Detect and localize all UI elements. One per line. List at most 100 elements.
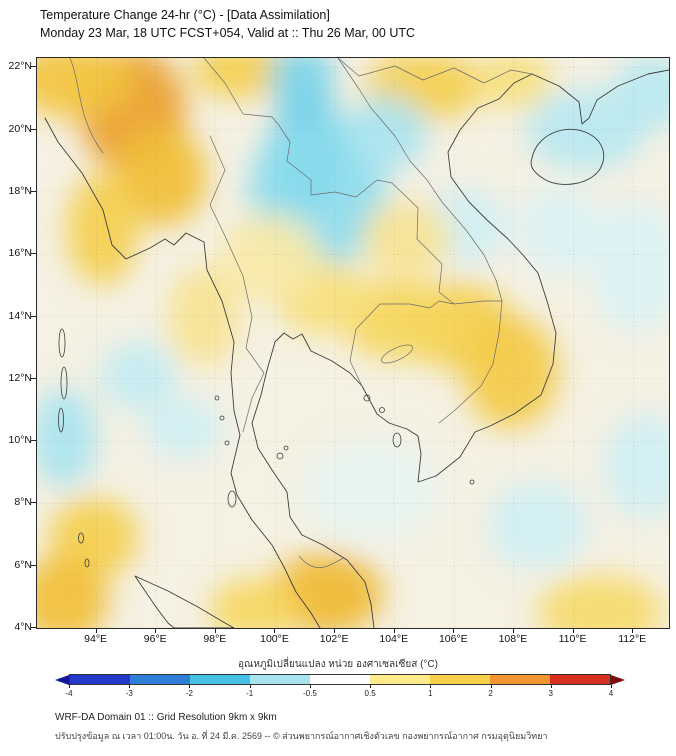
colorbar-segment: [490, 675, 550, 684]
anomaly-blob: [117, 126, 207, 227]
footer-domain-info: WRF-DA Domain 01 :: Grid Resolution 9km …: [55, 712, 277, 723]
hainan-island: [530, 128, 605, 185]
islands: [58, 328, 475, 568]
colorbar-tick-mark: [69, 685, 70, 688]
anomaly-blob: [168, 266, 240, 367]
lon-tick-mark: [214, 628, 216, 633]
map-panel: [36, 57, 670, 629]
anomaly-blob: [516, 185, 601, 273]
lat-tick-label: 14°N: [8, 309, 32, 322]
colorbar-segment: [250, 675, 310, 684]
anomaly-blob: [302, 441, 440, 541]
anomaly-blob: [463, 316, 559, 429]
lon-tick-label: 102°E: [319, 633, 349, 645]
footer-update-info: ปรับปรุงข้อมูล ณ เวลา 01:00น. วัน อ. ที่…: [55, 731, 548, 741]
anomaly-blob: [591, 201, 669, 333]
colorbar-segment: [550, 675, 610, 684]
lat-tick-label: 8°N: [14, 496, 32, 509]
lon-tick-label: 108°E: [498, 633, 528, 645]
lon-tick-label: 104°E: [379, 633, 409, 645]
colorbar-tick-mark: [189, 685, 191, 688]
lat-tick-mark: [31, 627, 36, 628]
colorbar-tick-value: 1: [428, 689, 433, 698]
page-title: Temperature Change 24-hr (°C) - [Data As…: [40, 8, 330, 22]
anomaly-blob: [209, 578, 300, 628]
anomaly-blob: [144, 397, 222, 460]
lat-tick-mark: [31, 128, 36, 130]
anomaly-blob: [37, 556, 109, 628]
map-gridlines: [37, 58, 669, 628]
colorbar-tick-mark: [129, 685, 131, 688]
colorbar-segment: [370, 675, 430, 684]
colorbar-tick-value: -3: [125, 689, 133, 698]
colorbar-tick-mark: [611, 685, 612, 688]
lon-tick-label: 94°E: [84, 633, 108, 645]
colorbar-segment: [130, 675, 190, 684]
lat-tick-label: 18°N: [8, 184, 32, 197]
lat-tick-label: 4°N: [14, 621, 32, 633]
anomaly-blob: [361, 201, 452, 277]
lon-tick-mark: [453, 628, 455, 633]
colorbar-tick-value: 2: [488, 689, 493, 698]
colorbar-tick-value: 3: [548, 689, 553, 698]
lon-tick-label: 100°E: [260, 633, 289, 645]
colorbar-tick-mark: [430, 685, 432, 688]
lat-tick-mark: [31, 190, 36, 192]
colorbar-segment: [310, 675, 370, 684]
colorbar-segment: [70, 675, 130, 684]
colorbar-tick-mark: [309, 685, 311, 688]
lon-tick-label: 112°E: [618, 633, 647, 645]
colorbar-segment: [190, 675, 250, 684]
anomaly-blob: [37, 58, 133, 118]
colorbar-tick-value: -0.5: [302, 689, 317, 698]
colorbar-tick-value: -2: [185, 689, 193, 698]
colorbar-right-arrow: [611, 674, 625, 685]
colorbar-tick-value: 0.5: [364, 689, 376, 698]
anomaly-blob: [537, 575, 664, 628]
anomaly-blob: [99, 341, 178, 410]
anomaly-blob: [487, 481, 589, 569]
colorbar-tick-value: -1: [246, 689, 254, 698]
colorbar-tick-mark: [249, 685, 251, 688]
lat-tick-mark: [31, 315, 36, 317]
lat-tick-mark: [31, 440, 36, 442]
lat-tick-mark: [31, 253, 36, 255]
lon-tick-mark: [632, 628, 634, 633]
lon-tick-label: 96°E: [143, 633, 167, 645]
colorbar-label: อุณหภูมิเปลี่ยนแปลง หน่วย องศาเซลเซียส (…: [238, 659, 438, 670]
lat-tick-label: 20°N: [8, 122, 32, 135]
lon-tick-mark: [95, 628, 97, 633]
country-borders: [69, 58, 533, 568]
lat-tick-mark: [31, 66, 36, 68]
colorbar-tick-mark: [550, 685, 552, 688]
lon-tick-label: 110°E: [558, 633, 587, 645]
anomaly-blob: [603, 413, 669, 519]
lon-tick-mark: [512, 628, 514, 633]
phuket-island: [227, 490, 237, 508]
lat-tick-label: 22°N: [8, 60, 32, 73]
lon-tick-mark: [393, 628, 395, 633]
anomaly-blob: [37, 388, 97, 488]
anomaly-blob: [192, 58, 288, 99]
sumatra-coast: [134, 575, 235, 628]
colorbar: [55, 674, 625, 685]
anomaly-blob: [218, 213, 321, 301]
lon-tick-label: 106°E: [438, 633, 468, 645]
lon-tick-mark: [155, 628, 157, 633]
page-subtitle: Monday 23 Mar, 18 UTC FCST+054, Valid at…: [40, 26, 416, 40]
colorbar-tick-value: 4: [608, 689, 614, 698]
anomaly-blob: [612, 58, 669, 130]
lon-tick-mark: [572, 628, 574, 633]
lat-tick-mark: [31, 377, 36, 379]
lon-tick-mark: [274, 628, 276, 633]
colorbar-tick-value: -4: [65, 689, 73, 698]
colorbar-tick-mark: [370, 685, 372, 688]
temperature-anomaly-field: [37, 58, 669, 628]
colorbar-left-arrow: [55, 674, 69, 685]
colorbar-segment: [430, 675, 490, 684]
anomaly-blob: [66, 173, 139, 286]
lat-tick-mark: [31, 502, 36, 504]
anomaly-blob: [344, 95, 428, 171]
colorbar-gradient: [69, 674, 611, 685]
